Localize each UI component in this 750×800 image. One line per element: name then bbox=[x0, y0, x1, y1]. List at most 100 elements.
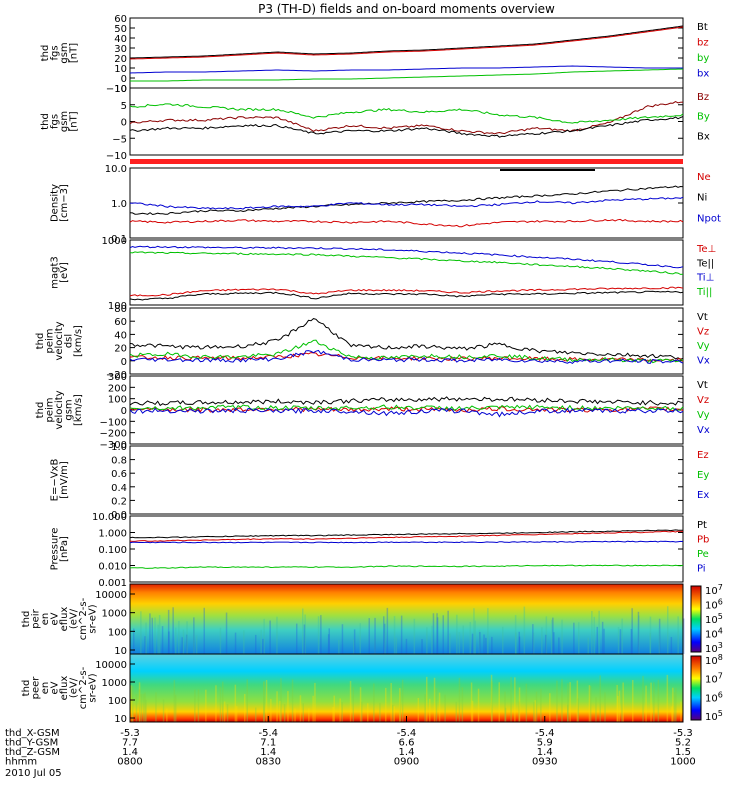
panel-8-series-pe-line bbox=[129, 564, 684, 569]
spectrogram-1-ylabel: en bbox=[40, 613, 51, 626]
panel-7-ytick: 0.2 bbox=[111, 496, 127, 507]
panel-8-legend-3: Pi bbox=[697, 564, 706, 575]
panel-3-ytick: 10.0 bbox=[105, 164, 127, 175]
panel-4-series-te-line bbox=[129, 286, 684, 297]
panel-6-series-vx-line bbox=[129, 407, 684, 418]
panel-2-series-by-line bbox=[129, 103, 684, 124]
spectrogram-2-ytick: 10 bbox=[114, 714, 127, 725]
panel-7-ytick: 0.4 bbox=[111, 483, 127, 494]
spectrogram-1-image bbox=[130, 584, 683, 654]
panel-2-series-bx-line bbox=[129, 116, 684, 138]
panel-1-ytick: 20 bbox=[114, 54, 127, 65]
panel-3-ytick: 0.1 bbox=[111, 234, 127, 245]
panel-1-ytick: 0 bbox=[121, 74, 127, 85]
panel-5-ylabel: thd bbox=[35, 333, 46, 350]
spectrogram-2-ytick: 10000 bbox=[95, 660, 127, 671]
ephemeris-value: 7.1 bbox=[260, 738, 276, 749]
panel-5-ylabel: peim bbox=[45, 328, 56, 353]
panel-2-ylabel: [nT] bbox=[68, 111, 79, 131]
panel-6-ytick: 0 bbox=[121, 406, 127, 417]
panel-1-legend-1: bz bbox=[697, 38, 709, 49]
ephemeris-value: 0930 bbox=[532, 757, 557, 768]
panel-5-frame bbox=[129, 307, 684, 375]
panel-3-legend-1: Ni bbox=[697, 193, 707, 204]
spectrogram-2-colorbar-tick: 108 bbox=[705, 653, 723, 667]
panel-8-frame bbox=[129, 515, 684, 583]
panel-8-ylabel: Pressure bbox=[49, 528, 60, 571]
panel-7-ytick: 1.0 bbox=[111, 442, 127, 453]
panel-6-ylabel: thd bbox=[35, 402, 46, 419]
spectrogram-1-ytick: 10000 bbox=[95, 590, 127, 601]
panel-1-series-bx-line bbox=[129, 65, 683, 74]
panel-5-series-vy-line bbox=[129, 339, 684, 364]
panel-6-series-vt-line bbox=[129, 396, 684, 407]
spectrogram-2-ylabel: eflux bbox=[59, 676, 70, 701]
ephemeris-label: hhmm bbox=[5, 757, 37, 768]
panel-5-ytick: −20 bbox=[106, 370, 127, 381]
ephemeris-value: 6.6 bbox=[399, 738, 415, 749]
panel-1-series-bt-line bbox=[129, 25, 684, 59]
panel-4-ylabel: [eV] bbox=[59, 262, 70, 283]
panel-3-ylabel: Density bbox=[49, 184, 60, 222]
ephemeris-value: -5.4 bbox=[535, 728, 555, 739]
panel-5-ytick: 40 bbox=[114, 330, 127, 341]
ephemeris-label: thd_Y-GSM bbox=[5, 738, 58, 749]
spectrogram-2-colorbar-tick: 106 bbox=[705, 690, 723, 704]
panel-5-legend-0: Vt bbox=[697, 312, 708, 323]
spectrogram-2-ylabel: peer bbox=[30, 676, 41, 700]
spectrogram-1-ylabel: eflux bbox=[59, 607, 70, 632]
panel-6-legend-1: Vz bbox=[697, 395, 709, 406]
panel-3-legend-2: Npot bbox=[697, 213, 721, 224]
panel-8-ylabel: [nPa] bbox=[59, 536, 70, 562]
ephemeris-value: 0900 bbox=[394, 757, 419, 768]
status-flag bbox=[500, 169, 595, 171]
panel-2-ytick: 0 bbox=[121, 118, 127, 129]
panel-2-legend-1: By bbox=[697, 112, 710, 123]
panel-7-ytick: 0.6 bbox=[111, 469, 127, 480]
spectrogram-1-ylabel: (eV/ bbox=[68, 608, 79, 629]
panel-5-ylabel: [km/s] bbox=[73, 325, 84, 357]
spectrogram-1-colorbar-tick: 103 bbox=[705, 641, 723, 655]
ephemeris-value: -5.3 bbox=[673, 728, 693, 739]
panel-4-ytick: 1000 bbox=[102, 236, 127, 247]
date-label: 2010 Jul 05 bbox=[5, 768, 62, 779]
panel-1-ylabel: thd bbox=[40, 45, 51, 62]
spectrogram-1-colorbar-tick: 104 bbox=[705, 627, 723, 641]
ephemeris-value: 5.2 bbox=[675, 738, 691, 749]
panel-7-legend-1: Ey bbox=[697, 470, 709, 481]
panel-2-ylabel: gsm bbox=[59, 111, 70, 132]
ephemeris-value: 1000 bbox=[670, 757, 695, 768]
panel-2-ytick: 10 bbox=[114, 84, 127, 95]
ephemeris-value: 1.4 bbox=[537, 747, 553, 758]
panel-6-ytick: 300 bbox=[108, 372, 127, 383]
panel-5-ytick: 60 bbox=[114, 317, 127, 328]
ephemeris-value: 1.4 bbox=[399, 747, 415, 758]
panel-6-ylabel: gsm bbox=[64, 399, 75, 420]
panel-4-ytick: 100 bbox=[108, 301, 127, 312]
panel-7-ylabel: E=−VxB bbox=[49, 459, 60, 502]
panel-4-series-ti-line bbox=[129, 251, 684, 275]
panel-5-ytick: 20 bbox=[114, 344, 127, 355]
spectrogram-2-ytick: 1000 bbox=[102, 678, 127, 689]
panel-1-ytick: 40 bbox=[114, 34, 127, 45]
spectrogram-2-ylabel: eV bbox=[49, 681, 60, 694]
panel-6-ytick: −200 bbox=[100, 429, 127, 440]
panel-4-legend-0: Te⊥ bbox=[696, 244, 716, 255]
panel-1-ytick: 50 bbox=[114, 24, 127, 35]
spectrogram-1-ytick: 1000 bbox=[102, 609, 127, 620]
spectrogram-1-colorbar-tick: 106 bbox=[705, 598, 723, 612]
panel-7-legend-2: Ex bbox=[697, 490, 709, 501]
panel-6-ytick: −100 bbox=[100, 417, 127, 428]
panel-6-ytick: 100 bbox=[108, 395, 127, 406]
panel-8-series-pt-line bbox=[129, 529, 684, 539]
panel-1-series-by-line bbox=[130, 68, 684, 82]
spectrogram-2-ylabel: en bbox=[40, 682, 51, 695]
ephemeris-value: 1.4 bbox=[260, 747, 276, 758]
ephemeris-value: 5.9 bbox=[537, 738, 553, 749]
panel-4-ylabel: magt3 bbox=[49, 256, 60, 289]
panel-2-ytick: 5 bbox=[121, 101, 127, 112]
panel-3-series-npot-line bbox=[129, 196, 684, 210]
panel-3-series-ne-line bbox=[129, 218, 684, 228]
panel-8-legend-0: Pt bbox=[697, 520, 707, 531]
panel-4-series-te-line bbox=[129, 290, 684, 301]
